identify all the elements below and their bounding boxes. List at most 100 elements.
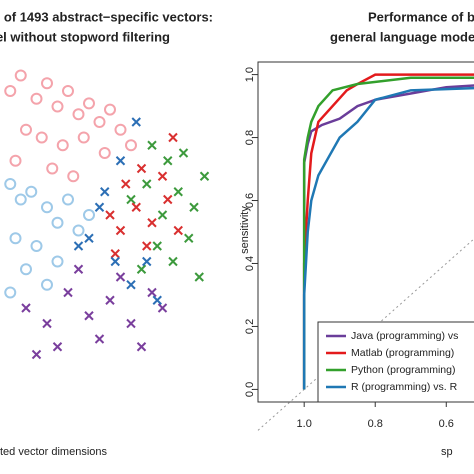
point: [83, 209, 95, 221]
point: [56, 139, 69, 152]
roc-line: [302, 73, 474, 390]
point: [142, 179, 152, 189]
x-axis-label: ted vector dimensions: [0, 446, 107, 458]
y-tick-label: 0.4: [244, 256, 256, 271]
point: [142, 256, 152, 267]
point: [20, 123, 32, 136]
point: [194, 272, 204, 282]
point: [163, 156, 173, 166]
point: [142, 241, 152, 251]
point: [62, 85, 74, 97]
point: [115, 225, 126, 236]
point: [42, 318, 52, 329]
point: [121, 179, 131, 189]
point: [152, 295, 162, 305]
x-axis-label: sp: [441, 446, 453, 458]
legend-label: R (programming) vs. R: [351, 381, 458, 393]
point: [77, 131, 90, 144]
point: [199, 171, 210, 181]
point: [98, 147, 111, 159]
point: [114, 123, 127, 136]
point: [105, 295, 115, 305]
chart-subtitle: general language mode: [330, 29, 474, 44]
point: [73, 264, 84, 274]
point: [46, 162, 59, 175]
point: [100, 187, 110, 197]
chart-title: of 1493 abstract−specific vectors:: [4, 9, 213, 24]
point: [105, 210, 115, 220]
point: [21, 303, 31, 313]
point: [4, 178, 17, 190]
y-tick-label: 0.8: [244, 130, 256, 145]
roc-line: [302, 76, 474, 390]
point: [51, 255, 64, 268]
point: [163, 194, 173, 205]
y-tick-label: 0.0: [244, 382, 256, 397]
point: [41, 201, 53, 214]
point: [168, 256, 178, 267]
point: [147, 287, 157, 298]
point: [136, 163, 147, 174]
point: [30, 240, 43, 252]
point: [115, 272, 126, 282]
chart-subtitle: el without stopword filtering: [0, 29, 170, 44]
point: [157, 171, 168, 181]
point: [41, 77, 53, 90]
point: [4, 286, 17, 299]
point: [93, 116, 106, 128]
point: [136, 264, 147, 274]
point: [83, 97, 95, 110]
point: [41, 278, 53, 291]
point: [94, 202, 105, 212]
point: [115, 156, 126, 166]
y-tick-label: 0.2: [244, 319, 256, 334]
point: [63, 287, 73, 298]
reference-line: [257, 238, 474, 431]
roc-line: [302, 86, 474, 390]
point: [4, 85, 17, 97]
point: [72, 224, 85, 237]
point: [126, 280, 136, 290]
point: [31, 349, 42, 360]
point: [157, 210, 168, 220]
legend-label: Java (programming) vs: [351, 330, 458, 342]
point: [178, 148, 189, 158]
point: [168, 132, 178, 143]
point: [184, 233, 194, 243]
y-tick-label: 0.6: [244, 193, 256, 208]
x-tick-label: 0.8: [368, 418, 383, 430]
point: [62, 193, 74, 206]
point: [110, 256, 120, 267]
point: [67, 170, 80, 183]
point: [157, 303, 168, 313]
point: [131, 117, 141, 127]
point: [35, 131, 48, 144]
point: [173, 187, 183, 197]
point: [30, 92, 43, 105]
point: [173, 225, 183, 236]
point: [125, 139, 137, 152]
point: [9, 232, 22, 245]
point: [94, 334, 105, 344]
point: [147, 218, 157, 228]
point: [52, 342, 63, 352]
point: [126, 194, 136, 205]
point: [131, 202, 141, 212]
legend-label: Python (programming): [351, 364, 455, 376]
point: [126, 318, 136, 329]
point: [9, 154, 22, 167]
x-tick-label: 0.6: [439, 418, 454, 430]
point: [189, 202, 199, 212]
legend-label: Matlab (programming): [351, 347, 454, 359]
point: [14, 69, 27, 82]
point: [110, 249, 120, 259]
point: [73, 241, 84, 251]
y-tick-label: 1.0: [244, 67, 256, 82]
point: [51, 100, 64, 113]
point: [147, 140, 157, 150]
y-axis-label: sensitivity: [239, 206, 251, 254]
point: [84, 233, 94, 243]
point: [104, 103, 116, 116]
point: [51, 216, 64, 229]
